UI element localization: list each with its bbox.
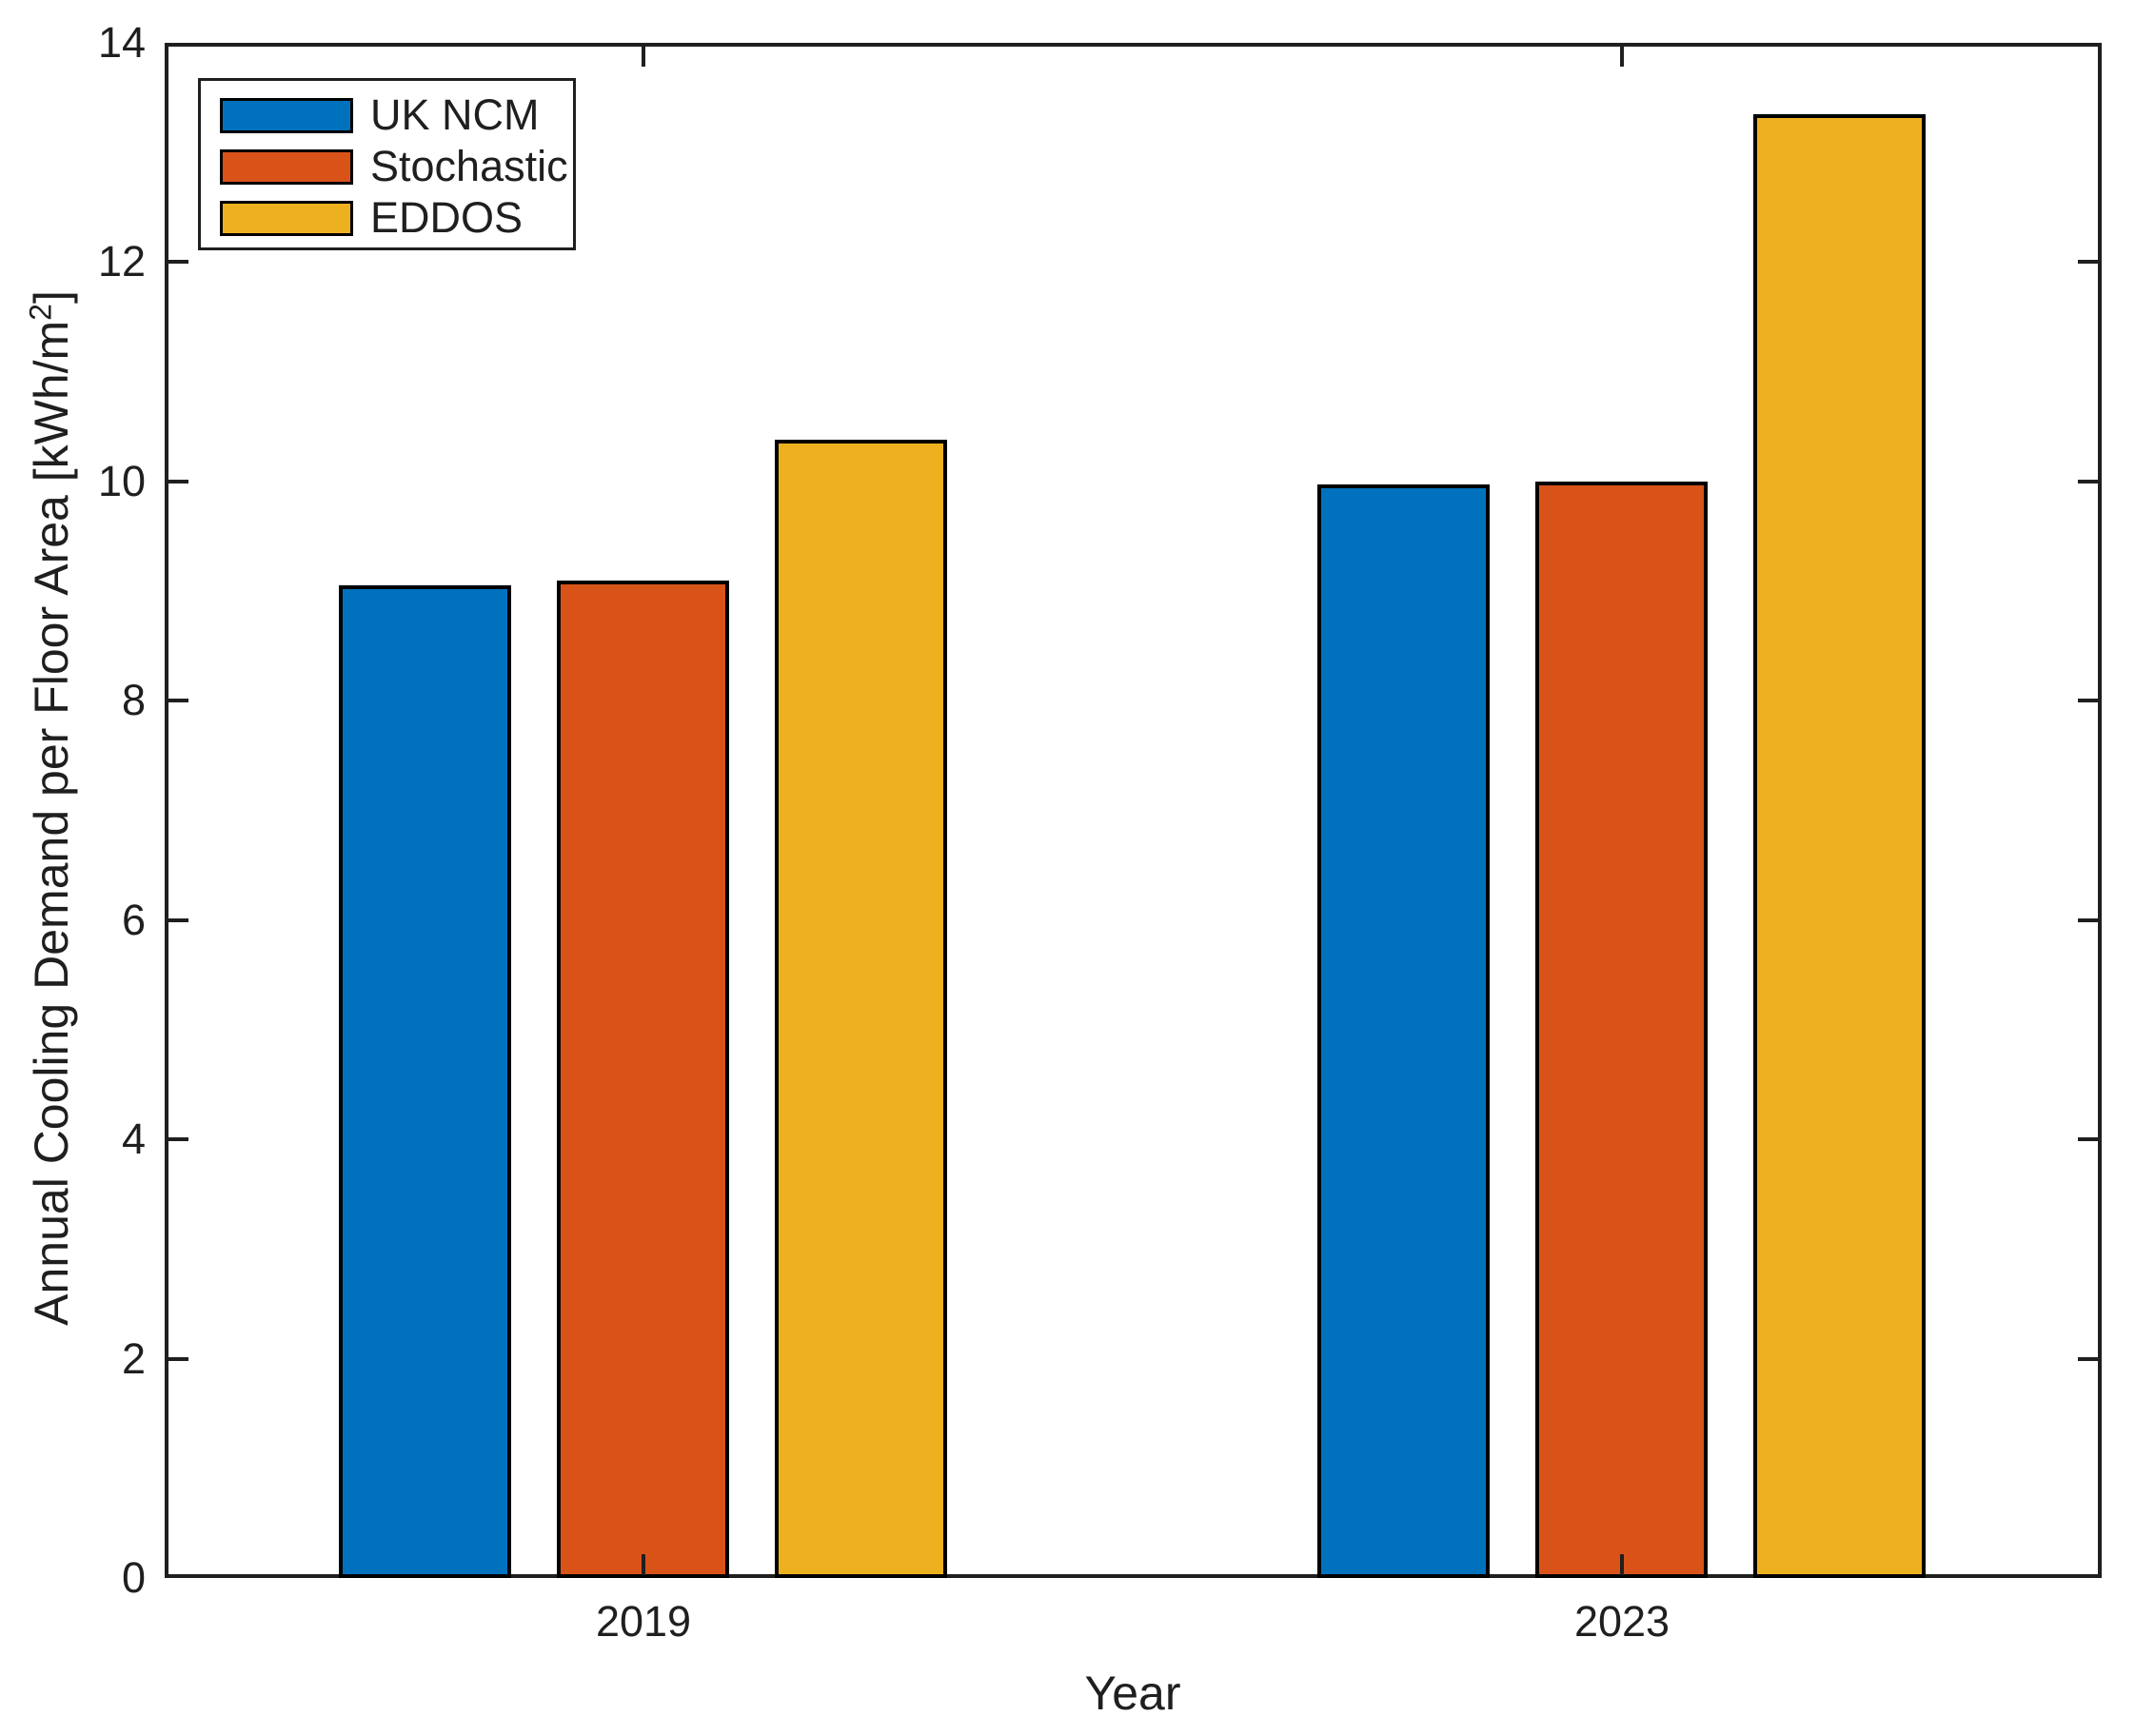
legend-swatch-icon <box>220 148 353 185</box>
legend-label: UK NCM <box>370 90 540 139</box>
bar-eddos-2023 <box>1753 114 1926 1578</box>
y-tick-right <box>2078 699 2099 702</box>
x-tick-top <box>1620 46 1624 67</box>
y-tick-label: 12 <box>97 237 146 286</box>
legend-label: Stochastic <box>370 142 568 190</box>
bar-stochastic-2019 <box>557 581 729 1578</box>
y-tick-right <box>2078 260 2099 264</box>
x-tick-top <box>642 46 645 67</box>
x-tick-bottom <box>1620 1554 1624 1575</box>
bar-uk-ncm-2023 <box>1317 484 1490 1578</box>
legend-swatch-icon <box>220 97 353 133</box>
x-tick-bottom <box>642 1554 645 1575</box>
y-tick-left <box>168 1357 188 1361</box>
y-axis-title-superscript: 2 <box>23 304 58 321</box>
y-tick-left <box>168 699 188 702</box>
legend-item-uk-ncm: UK NCM <box>220 89 573 141</box>
bar-uk-ncm-2019 <box>339 585 511 1578</box>
x-tick-label: 2019 <box>595 1597 692 1646</box>
y-tick-left <box>168 1137 188 1141</box>
bar-stochastic-2023 <box>1535 482 1708 1578</box>
bar-eddos-2019 <box>775 440 947 1578</box>
y-tick-label: 8 <box>121 676 146 724</box>
y-tick-right <box>2078 1357 2099 1361</box>
y-tick-label: 2 <box>121 1334 146 1383</box>
legend-label: EDDOS <box>370 193 524 242</box>
y-tick-left <box>168 918 188 922</box>
legend-item-eddos: EDDOS <box>220 192 573 244</box>
legend-item-stochastic: Stochastic <box>220 141 573 192</box>
x-axis-title: Year <box>1084 1667 1181 1720</box>
y-tick-label: 14 <box>97 18 146 67</box>
legend-box: UK NCM Stochastic EDDOS <box>198 78 576 250</box>
legend-swatch-icon <box>220 200 353 236</box>
y-tick-left <box>168 480 188 483</box>
x-tick-label: 2023 <box>1573 1597 1670 1646</box>
y-tick-left <box>168 260 188 264</box>
y-axis-title-text: Annual Cooling Demand per Floor Area [kW… <box>25 320 79 1326</box>
y-tick-label: 10 <box>97 457 146 505</box>
y-tick-label: 0 <box>121 1553 146 1602</box>
y-tick-right <box>2078 918 2099 922</box>
y-axis-title: Annual Cooling Demand per Floor Area [kW… <box>10 41 79 1576</box>
y-tick-label: 4 <box>121 1115 146 1163</box>
y-axis-title-suffix: ] <box>25 290 79 305</box>
y-tick-right <box>2078 480 2099 483</box>
y-tick-right <box>2078 1137 2099 1141</box>
y-tick-label: 6 <box>121 896 146 944</box>
